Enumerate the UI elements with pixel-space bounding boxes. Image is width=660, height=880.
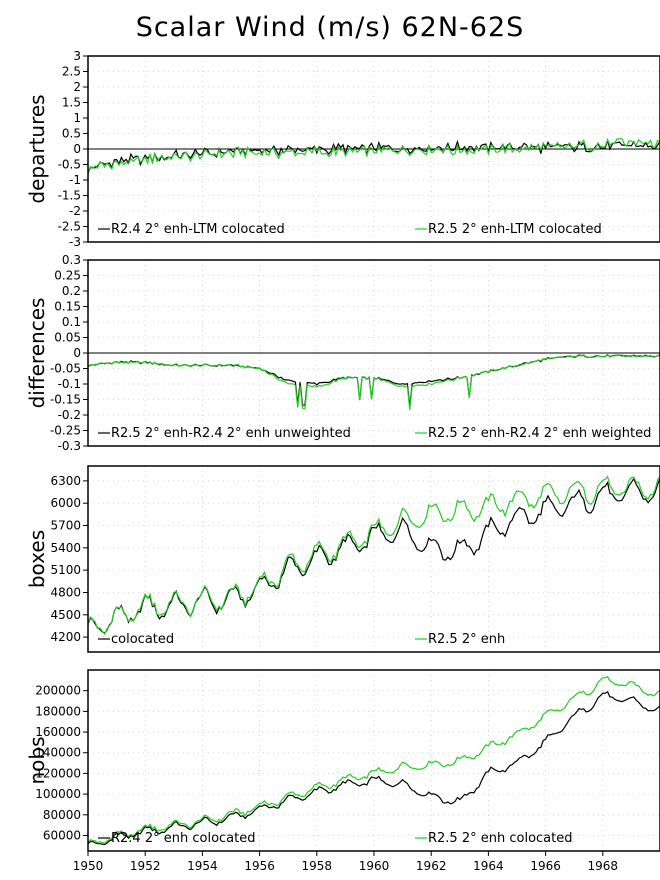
legend-label: R2.4 2° enh colocated [111,831,255,846]
y-tick-label: 4800 [50,585,81,599]
y-tick-label: 100000 [35,787,81,801]
y-axis-label: nobs [25,736,49,784]
y-tick-label: 6000 [50,496,81,510]
y-tick-label: 0 [73,346,81,360]
y-axis-label: departures [25,94,49,203]
legend-label: R2.4 2° enh-LTM colocated [111,222,285,237]
y-tick-label: 5700 [50,519,81,533]
y-tick-label: -2.5 [58,220,81,234]
y-axis-label: differences [25,298,49,409]
y-tick-label: 0.1 [62,315,81,329]
x-tick-label: 1966 [530,859,561,873]
x-tick-label: 1958 [302,859,333,873]
series-line-black [87,138,660,174]
y-axis-label: boxes [25,530,49,588]
legend-label: R2.5 2° enh-R2.4 2° enh unweighted [111,426,351,441]
x-tick-label: 1954 [187,859,218,873]
x-tick-label: 1964 [473,859,504,873]
x-tick-label: 1968 [588,859,619,873]
y-tick-label: -2 [69,204,81,218]
y-tick-label: -0.25 [50,424,81,438]
x-tick-label: 1952 [130,859,161,873]
y-tick-label: 1 [73,111,81,125]
y-tick-label: 160000 [35,725,81,739]
y-tick-label: -3 [69,235,81,249]
series-line-green [87,354,660,410]
y-tick-label: -0.1 [58,377,81,391]
x-tick-label: 1962 [416,859,447,873]
series-line-green [87,475,660,636]
y-tick-label: -1 [69,173,81,187]
x-tick-label: 1960 [359,859,390,873]
y-tick-label: 5400 [50,541,81,555]
y-tick-label: 3 [73,49,81,63]
series-line-black [87,477,660,634]
y-tick-label: 4500 [50,608,81,622]
y-tick-label: -0.15 [50,393,81,407]
y-tick-label: -0.2 [58,408,81,422]
y-tick-label: 180000 [35,704,81,718]
y-tick-label: 0.15 [54,300,81,314]
x-tick-label: 1956 [244,859,275,873]
series-line-green [87,138,660,173]
legend-label: R2.5 2° enh colocated [428,831,572,846]
panel-frame [87,465,660,653]
y-tick-label: 0.2 [62,284,81,298]
chart-title: Scalar Wind (m/s) 62N-62S [135,12,525,43]
y-tick-label: 2.5 [62,65,81,79]
x-tick-label: 1950 [73,859,104,873]
y-tick-label: 2 [73,80,81,94]
y-tick-label: 6300 [50,474,81,488]
y-tick-label: 0.3 [62,253,81,267]
y-tick-label: 0.05 [54,331,81,345]
y-tick-label: 140000 [35,746,81,760]
y-tick-label: 0 [73,142,81,156]
y-tick-label: -0.5 [58,158,81,172]
legend-label: R2.5 2° enh-R2.4 2° enh weighted [428,426,651,441]
y-tick-label: 0.5 [62,127,81,141]
legend-label: colocated [111,632,174,647]
series-line-black [87,690,660,846]
y-tick-label: -1.5 [58,189,81,203]
y-tick-label: 0.25 [54,269,81,283]
panel-frame [87,55,660,243]
y-tick-label: -0.3 [58,439,81,453]
y-tick-label: 120000 [35,766,81,780]
series-line-green [87,675,660,845]
panel-frame [87,259,660,447]
y-tick-label: 4200 [50,630,81,644]
legend-label: R2.5 2° enh-LTM colocated [428,222,602,237]
y-tick-label: 200000 [35,684,81,698]
legend-label: R2.5 2° enh [428,632,505,647]
y-tick-label: 60000 [43,828,81,842]
y-tick-label: 1.5 [62,96,81,110]
y-tick-label: -0.05 [50,362,81,376]
y-tick-label: 5100 [50,563,81,577]
y-tick-label: 80000 [43,808,81,822]
